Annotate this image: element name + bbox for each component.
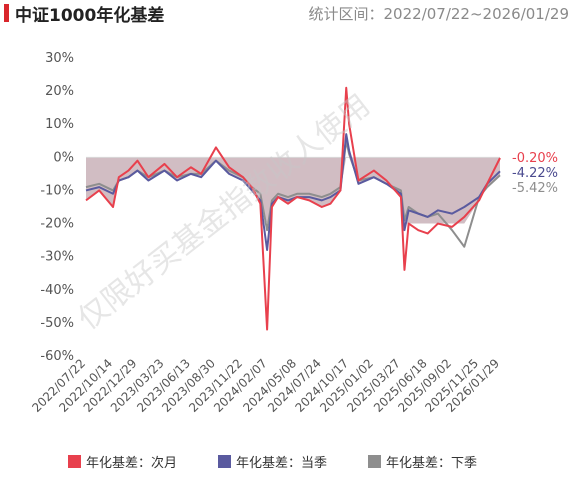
title-accent-bar: [4, 4, 9, 22]
y-tick-label: 0%: [53, 150, 74, 165]
y-tick-label: -40%: [40, 283, 74, 298]
legend-item-next-month[interactable]: 年化基差：次月: [68, 452, 178, 471]
end-value-label: -5.42%: [512, 181, 558, 196]
series-line-next-month: [85, 86, 501, 331]
legend-label-current-quarter: 年化基差：当季: [236, 455, 328, 471]
legend-item-current-quarter[interactable]: 年化基差：当季: [218, 452, 328, 471]
legend-swatch-next-quarter: [368, 454, 381, 468]
legend-swatch-next-month: [68, 454, 81, 468]
y-tick-label: -50%: [40, 316, 74, 331]
end-value-label: -0.20%: [512, 151, 558, 166]
end-value-label: -4.22%: [512, 166, 558, 181]
legend-label-next-quarter: 年化基差：下季: [386, 455, 478, 471]
y-tick-label: -60%: [40, 349, 74, 364]
legend-label-next-month: 年化基差：次月: [86, 455, 178, 471]
y-tick-label: 30%: [45, 51, 74, 66]
y-tick-label: -20%: [40, 217, 74, 232]
chart-title: 中证1000年化基差: [15, 6, 165, 26]
chart-subtitle: 统计区间：2022/07/22~2026/01/29: [308, 5, 569, 23]
legend-item-next-quarter[interactable]: 年化基差：下季: [368, 452, 478, 471]
y-tick-label: 10%: [45, 117, 74, 132]
watermark-text: 仅限好买基金指数收人使用: [72, 88, 377, 337]
y-tick-label: -10%: [40, 183, 74, 198]
chart-legend: 年化基差：次月 年化基差：当季 年化基差：下季: [0, 452, 575, 472]
y-tick-label: 20%: [45, 84, 74, 99]
y-tick-label: -30%: [40, 250, 74, 265]
chart-area: 30%20%10%0%-10%-20%-30%-40%-50%-60%2022/…: [29, 51, 558, 415]
legend-swatch-current-quarter: [218, 454, 231, 468]
